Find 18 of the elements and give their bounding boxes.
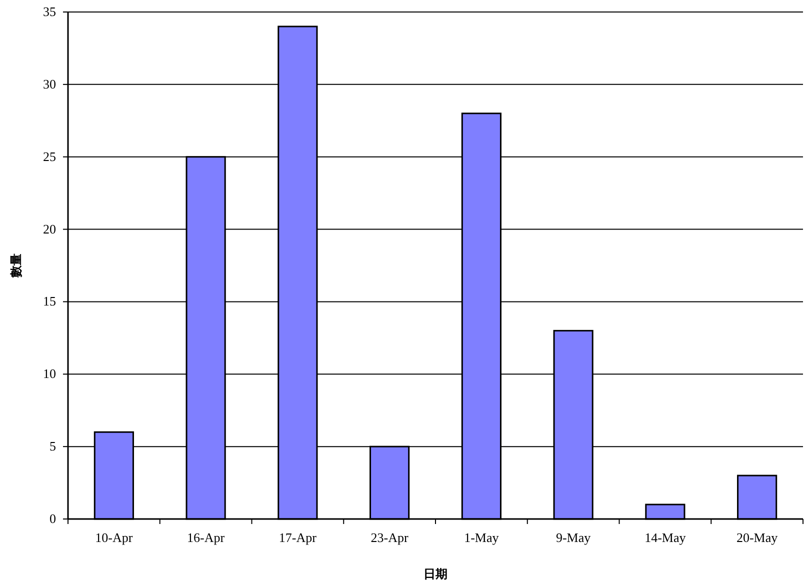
y-tick-label: 30 [43,76,56,92]
x-tick-label: 10-Apr [95,530,134,545]
x-tick-label: 14-May [644,530,686,545]
x-tick-label: 1-May [464,530,500,545]
y-tick-label: 15 [43,294,56,309]
x-tick-label: 17-Apr [278,530,318,545]
y-tick-label: 10 [43,366,56,382]
x-tick-label: 23-Apr [370,530,410,545]
y-tick-label: 35 [43,4,56,19]
x-tick-label: 20-May [736,530,778,545]
x-axis-title: 日期 [424,567,448,581]
x-tick-label: 16-Apr [187,530,226,545]
y-axis-title: 數量 [9,254,23,278]
x-tick-label: 9-May [556,530,592,545]
y-tick-label: 5 [50,438,56,454]
y-tick-label: 0 [50,511,56,526]
y-tick-label: 25 [43,148,56,164]
y-tick-label: 20 [43,221,56,236]
